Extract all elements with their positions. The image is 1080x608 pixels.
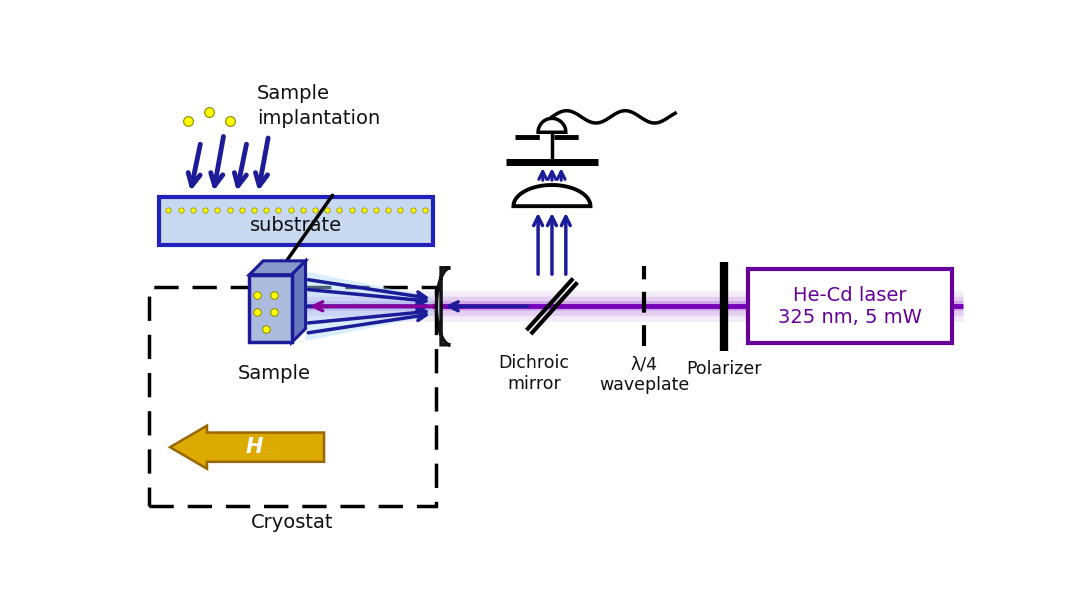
Polygon shape <box>436 268 450 345</box>
Polygon shape <box>249 261 306 275</box>
Text: He-Cd laser
325 nm, 5 mW: He-Cd laser 325 nm, 5 mW <box>778 286 921 326</box>
Bar <box>149 287 435 506</box>
Text: Cryostat: Cryostat <box>252 513 334 531</box>
FancyBboxPatch shape <box>249 275 292 342</box>
FancyArrow shape <box>170 426 324 469</box>
Text: implantation: implantation <box>257 109 380 128</box>
Text: substrate: substrate <box>249 216 342 235</box>
Polygon shape <box>538 119 566 133</box>
Polygon shape <box>513 185 591 206</box>
Text: λ/4
waveplate: λ/4 waveplate <box>599 356 689 395</box>
Text: Dichroic
mirror: Dichroic mirror <box>499 354 570 393</box>
FancyBboxPatch shape <box>159 197 433 244</box>
Text: Polarizer: Polarizer <box>687 360 762 378</box>
FancyBboxPatch shape <box>747 269 951 344</box>
Polygon shape <box>292 261 306 342</box>
Polygon shape <box>306 272 433 341</box>
Text: H: H <box>246 437 264 457</box>
Text: Sample: Sample <box>257 84 330 103</box>
Text: Sample: Sample <box>238 364 311 383</box>
